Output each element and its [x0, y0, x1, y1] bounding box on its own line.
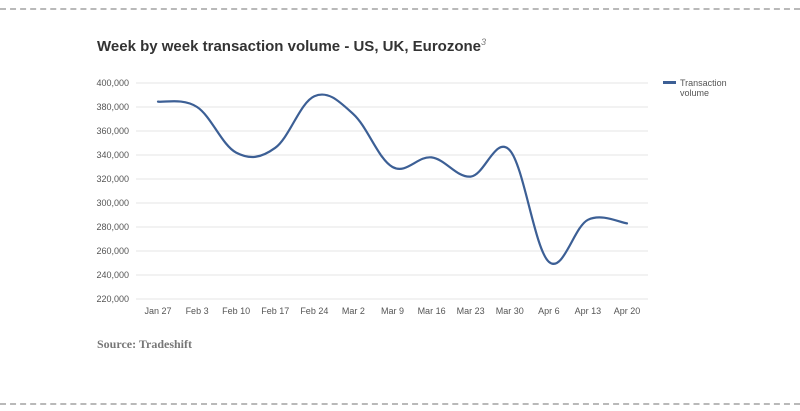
- y-tick-label: 220,000: [96, 294, 129, 304]
- legend-label: Transaction: [680, 78, 727, 88]
- data-point: [312, 94, 317, 99]
- chart-title: Week by week transaction volume - US, UK…: [97, 37, 486, 55]
- source-caption: Source: Tradeshift: [97, 337, 192, 351]
- data-point: [390, 165, 395, 170]
- y-tick-label: 320,000: [96, 174, 129, 184]
- legend-swatch: [663, 81, 676, 84]
- title-footnote-marker: 3: [481, 37, 487, 47]
- y-tick-label: 260,000: [96, 246, 129, 256]
- series-lines: [156, 93, 630, 265]
- data-point: [468, 174, 473, 179]
- data-point: [195, 105, 200, 110]
- y-tick-label: 280,000: [96, 222, 129, 232]
- data-point: [546, 259, 551, 264]
- y-tick-label: 340,000: [96, 150, 129, 160]
- data-point: [273, 145, 278, 150]
- y-tick-label: 360,000: [96, 126, 129, 136]
- y-tick-label: 400,000: [96, 78, 129, 88]
- x-tick-label: Mar 2: [342, 306, 365, 316]
- legend-label: volume: [680, 88, 709, 98]
- series-line-transaction-volume: [156, 93, 629, 265]
- x-tick-label: Feb 24: [300, 306, 328, 316]
- top-dashed-divider: [0, 8, 800, 10]
- x-tick-label: Apr 6: [538, 306, 560, 316]
- data-point: [429, 155, 434, 160]
- x-tick-label: Jan 27: [144, 306, 171, 316]
- x-tick-label: Apr 20: [614, 306, 641, 316]
- data-point: [156, 99, 161, 104]
- data-point: [234, 150, 239, 155]
- data-point: [351, 112, 356, 117]
- y-tick-label: 380,000: [96, 102, 129, 112]
- x-tick-label: Feb 17: [261, 306, 289, 316]
- data-point: [625, 221, 630, 226]
- y-tick-label: 240,000: [96, 270, 129, 280]
- data-point: [507, 148, 512, 153]
- x-tick-label: Mar 23: [457, 306, 485, 316]
- x-tick-label: Feb 10: [222, 306, 250, 316]
- data-point: [585, 217, 590, 222]
- x-tick-label: Mar 9: [381, 306, 404, 316]
- x-tick-label: Feb 3: [186, 306, 209, 316]
- grid-lines: [136, 82, 648, 300]
- x-axis-ticks: Jan 27 Feb 3 Feb 10 Feb 17 Feb 24 Mar 2 Mar 9 M…: [144, 306, 640, 316]
- bottom-dashed-divider: [0, 403, 800, 405]
- x-tick-label: Mar 30: [496, 306, 524, 316]
- y-axis-ticks: 220,000 240,000 260,000 280,000 300,000 320,0…: [96, 78, 129, 304]
- chart-title-text: Week by week transaction volume - US, UK…: [97, 38, 481, 55]
- y-tick-label: 300,000: [96, 198, 129, 208]
- x-tick-label: Apr 13: [575, 306, 602, 316]
- x-tick-label: Mar 16: [418, 306, 446, 316]
